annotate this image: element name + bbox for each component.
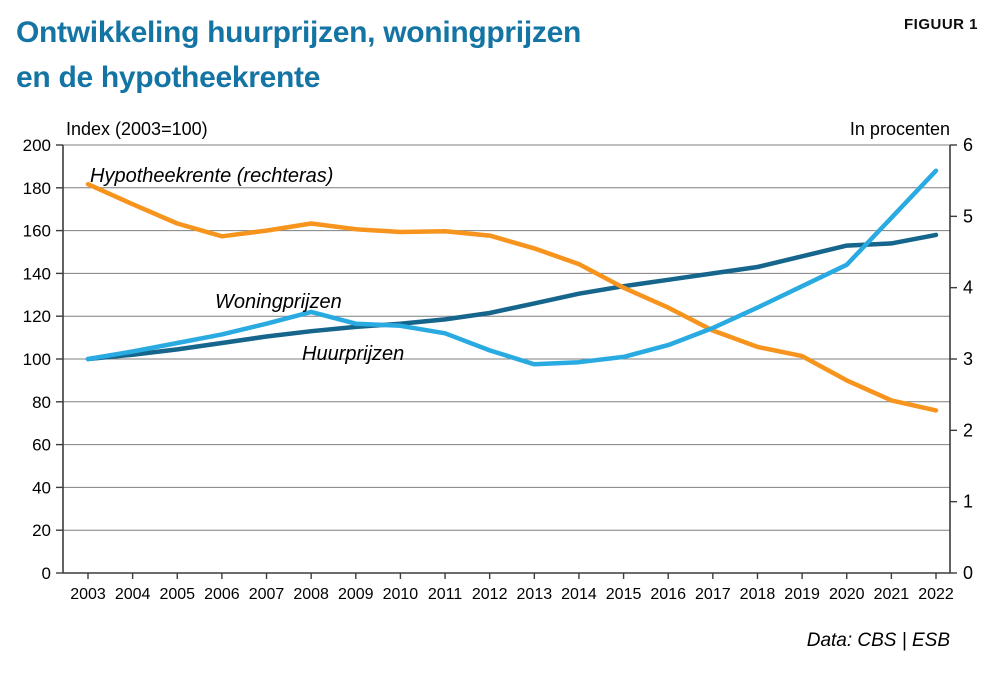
series-line-huurprijzen [85,232,939,362]
x-tick-label: 2007 [249,586,285,603]
x-tick-label: 2021 [874,586,910,603]
x-tick-label: 2020 [829,586,865,603]
title-line-2: en de hypotheekrente [16,61,321,94]
x-tick-label: 2016 [650,586,686,603]
left-tick-label: 40 [32,478,51,497]
series-label-woningprijzen: Woningprijzen [215,291,342,313]
x-tick-label: 2006 [204,586,240,603]
left-tick-label: 60 [32,436,51,455]
x-tick-label: 2022 [918,586,954,603]
series-line-woningprijzen [85,168,939,367]
x-tick-label: 2011 [428,586,463,603]
left-tick-label: 100 [23,350,51,369]
x-tick-label: 2014 [561,586,597,603]
line-chart: 0 20 40 60 80 100 120 140 160 180 200 0 1 2 3 4 5 6 2003 20… [0,115,994,620]
left-tick-label: 200 [23,136,51,155]
title-line-1: Ontwikkeling huurprijzen, woningprijzen [16,16,581,49]
right-tick-label: 0 [963,563,973,583]
series-line-hypotheekrente-rechteras [85,181,939,413]
x-tick-label: 2010 [383,586,419,603]
left-tick-label: 0 [42,564,51,583]
left-tick-label: 120 [23,307,51,326]
x-tick-label: 2019 [784,586,820,603]
x-tick-label: 2005 [159,586,195,603]
x-tick-label: 2009 [338,586,374,603]
left-tick-label: 160 [23,222,51,241]
series-label-huurprijzen: Huurprijzen [302,343,404,365]
x-tick-label: 2018 [740,586,776,603]
right-tick-label: 4 [963,278,973,298]
x-tick-label: 2008 [293,586,329,603]
x-tick-label: 2012 [472,586,508,603]
left-tick-label: 180 [23,179,51,198]
left-tick-label: 80 [32,393,51,412]
left-axis-title: Index (2003=100) [66,119,208,139]
page-title: Ontwikkeling huurprijzen, woningprijzen e… [16,10,581,100]
x-tick-label: 2003 [70,586,106,603]
right-tick-label: 5 [963,206,973,226]
figure-number-label: FIGUUR 1 [903,16,978,33]
chart-svg: 0 20 40 60 80 100 120 140 160 180 200 0 1 2 3 4 5 6 2003 20… [23,119,973,603]
left-tick-label: 20 [32,521,51,540]
right-tick-label: 3 [963,349,973,369]
right-axis-title: In procenten [850,119,950,139]
right-tick-label: 2 [963,420,973,440]
right-tick-label: 6 [963,135,973,155]
right-tick-label: 1 [963,492,973,512]
data-source: Data: CBS | ESB [806,630,950,651]
left-tick-label: 140 [23,264,51,283]
x-tick-label: 2004 [115,586,151,603]
series-label-hypotheekrente-rechteras: Hypotheekrente (rechteras) [90,165,333,187]
x-tick-label: 2013 [517,586,553,603]
x-tick-label: 2017 [695,586,731,603]
x-tick-label: 2015 [606,586,642,603]
